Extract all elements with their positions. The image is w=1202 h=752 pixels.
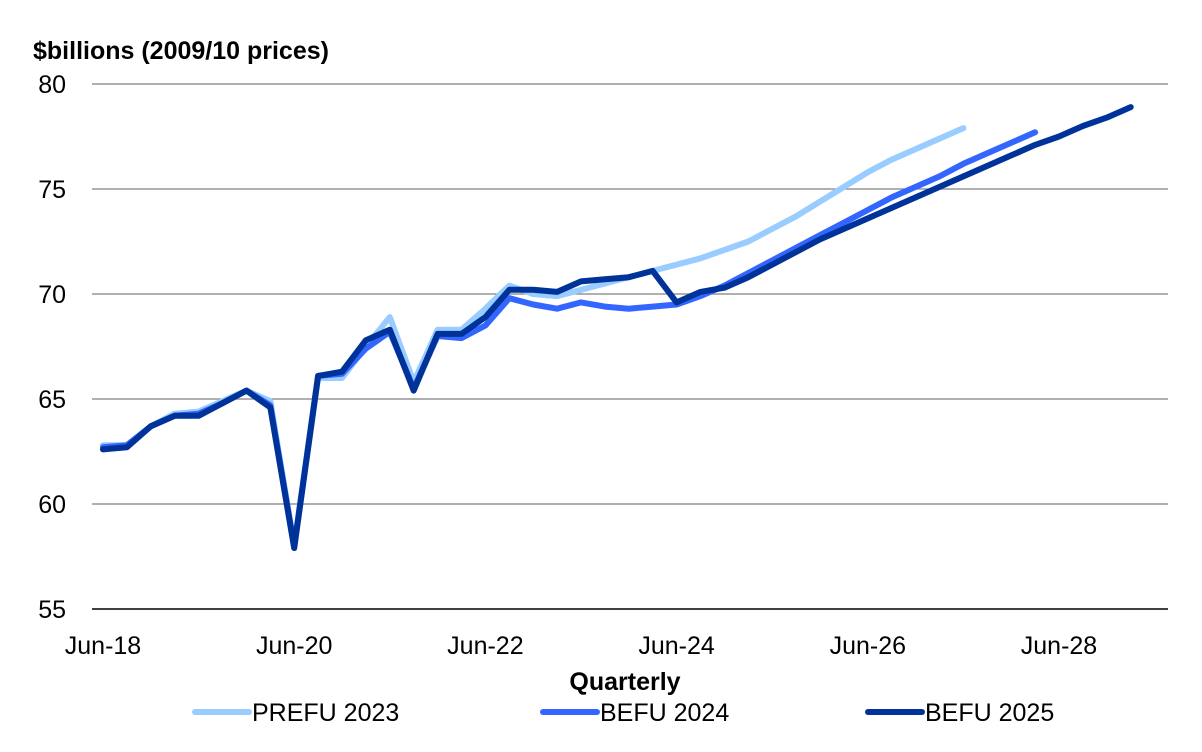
y-tick-label: 65 [38,386,66,414]
legend-label: BEFU 2025 [925,699,1054,727]
gridlines [92,83,1168,610]
legend-label: BEFU 2024 [600,699,729,727]
x-tick-labels: Jun-18 Jun-20 Jun-22 Jun-24 Jun-26 Jun-28 [65,632,1097,660]
x-tick-label: Jun-24 [638,632,715,660]
x-axis-title: Quarterly [569,668,680,696]
y-tick-label: 80 [38,71,66,99]
x-tick-label: Jun-26 [830,632,906,660]
y-tick-labels: 55 60 65 70 75 80 [38,71,66,624]
y-axis-title: $billions (2009/10 prices) [33,37,329,65]
y-tick-label: 70 [38,281,66,309]
y-tick-label: 60 [38,491,66,519]
legend: PREFU 2023 BEFU 2024 BEFU 2025 [192,699,1054,727]
y-tick-label: 75 [38,176,66,204]
x-tick-label: Jun-20 [256,632,332,660]
y-tick-label: 55 [38,596,66,624]
legend-label: PREFU 2023 [252,699,399,727]
x-tick-label: Jun-22 [447,632,523,660]
series-line [100,129,1039,549]
series-line [100,125,967,549]
series-lines [100,104,1134,552]
x-tick-label: Jun-28 [1021,632,1097,660]
series-line [100,104,1134,552]
x-tick-label: Jun-18 [65,632,141,660]
